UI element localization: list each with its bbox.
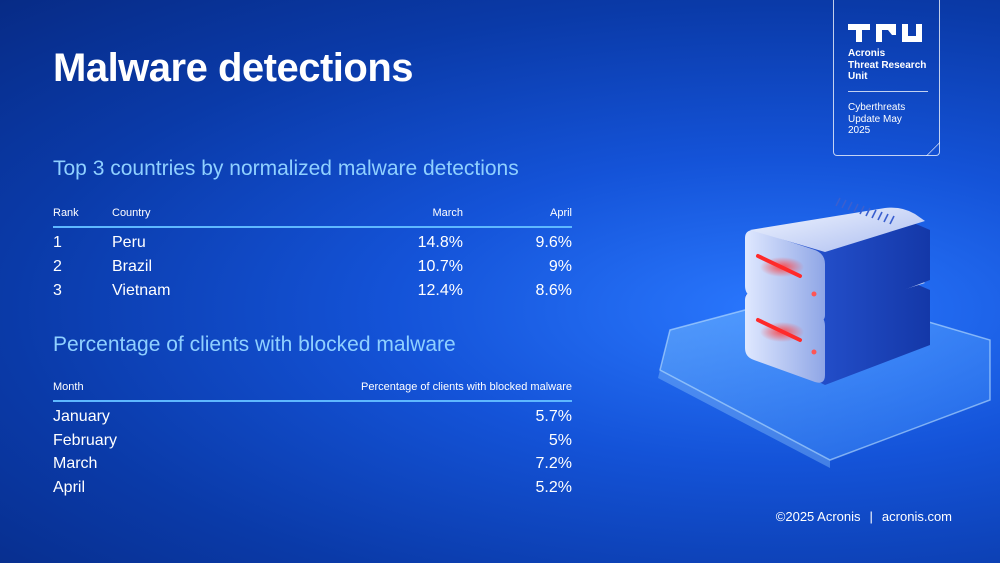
badge-divider bbox=[848, 91, 928, 92]
percentage-cell: 5.7% bbox=[535, 408, 572, 425]
top-countries-title: Top 3 countries by normalized malware de… bbox=[53, 157, 519, 180]
table-row: February 5% bbox=[53, 432, 572, 456]
country-cell: Brazil bbox=[112, 258, 153, 275]
month-cell: January bbox=[53, 408, 110, 425]
badge-update-line: 2025 bbox=[848, 125, 871, 136]
blocked-clients-table: Month Percentage of clients with blocked… bbox=[53, 381, 572, 502]
badge-update-line: Cyberthreats bbox=[848, 102, 906, 113]
percentage-cell: 7.2% bbox=[535, 455, 572, 472]
badge-org-name: Acronis Threat Research Unit bbox=[848, 48, 926, 83]
country-cell: Peru bbox=[112, 234, 146, 251]
table-header: Month Percentage of clients with blocked… bbox=[53, 381, 572, 394]
april-cell: 8.6% bbox=[535, 282, 572, 299]
country-cell: Vietnam bbox=[112, 282, 171, 299]
badge-org-line: Threat Research bbox=[848, 59, 927, 71]
table-header: Rank Country March April bbox=[53, 207, 572, 220]
column-header-april: April bbox=[549, 207, 572, 219]
column-header-month: Month bbox=[53, 381, 84, 393]
table-header-divider bbox=[53, 400, 572, 402]
page-title: Malware detections bbox=[53, 46, 414, 90]
month-cell: April bbox=[53, 478, 86, 496]
march-cell: 10.7% bbox=[417, 258, 463, 275]
footer: ©2025 Acronis | acronis.com bbox=[776, 509, 952, 524]
tru-logo-icon bbox=[848, 24, 922, 42]
top-countries-table: Rank Country March April 1 Peru 14.8% 9.… bbox=[53, 207, 572, 306]
badge-org-line: Unit bbox=[848, 71, 868, 82]
copyright-text: ©2025 Acronis bbox=[775, 509, 861, 524]
tru-badge: Acronis Threat Research Unit Cyberthreat… bbox=[833, 0, 940, 156]
rank-cell: 1 bbox=[53, 234, 62, 251]
column-header-country: Country bbox=[112, 207, 151, 219]
badge-update-line: Update May bbox=[848, 113, 902, 125]
month-cell: March bbox=[53, 455, 98, 472]
table-header-divider bbox=[53, 226, 572, 228]
badge-org-line: Acronis bbox=[848, 48, 886, 59]
table-row: January 5.7% bbox=[53, 408, 572, 432]
table-row: 2 Brazil 10.7% 9% bbox=[53, 258, 572, 282]
percentage-cell: 5% bbox=[548, 431, 572, 449]
footer-separator: | bbox=[869, 509, 873, 524]
table-row: April 5.2% bbox=[53, 479, 572, 503]
blocked-clients-title: Percentage of clients with blocked malwa… bbox=[53, 333, 456, 356]
column-header-rank: Rank bbox=[53, 207, 79, 219]
rank-cell: 3 bbox=[53, 282, 62, 299]
march-cell: 12.4% bbox=[417, 282, 463, 299]
column-header-march: March bbox=[432, 207, 463, 219]
server-stack-icon bbox=[658, 197, 991, 468]
column-header-percentage: Percentage of clients with blocked malwa… bbox=[361, 381, 572, 393]
rank-cell: 2 bbox=[53, 258, 62, 275]
website-link[interactable]: acronis.com bbox=[881, 509, 952, 524]
percentage-cell: 5.2% bbox=[535, 478, 572, 496]
badge-update-label: Cyberthreats Update May 2025 bbox=[848, 102, 905, 137]
table-row: 1 Peru 14.8% 9.6% bbox=[53, 234, 572, 258]
table-row: 3 Vietnam 12.4% 8.6% bbox=[53, 282, 572, 306]
table-row: March 7.2% bbox=[53, 455, 572, 479]
april-cell: 9% bbox=[548, 258, 572, 275]
march-cell: 14.8% bbox=[417, 234, 463, 251]
month-cell: February bbox=[53, 431, 118, 449]
april-cell: 9.6% bbox=[535, 234, 572, 251]
